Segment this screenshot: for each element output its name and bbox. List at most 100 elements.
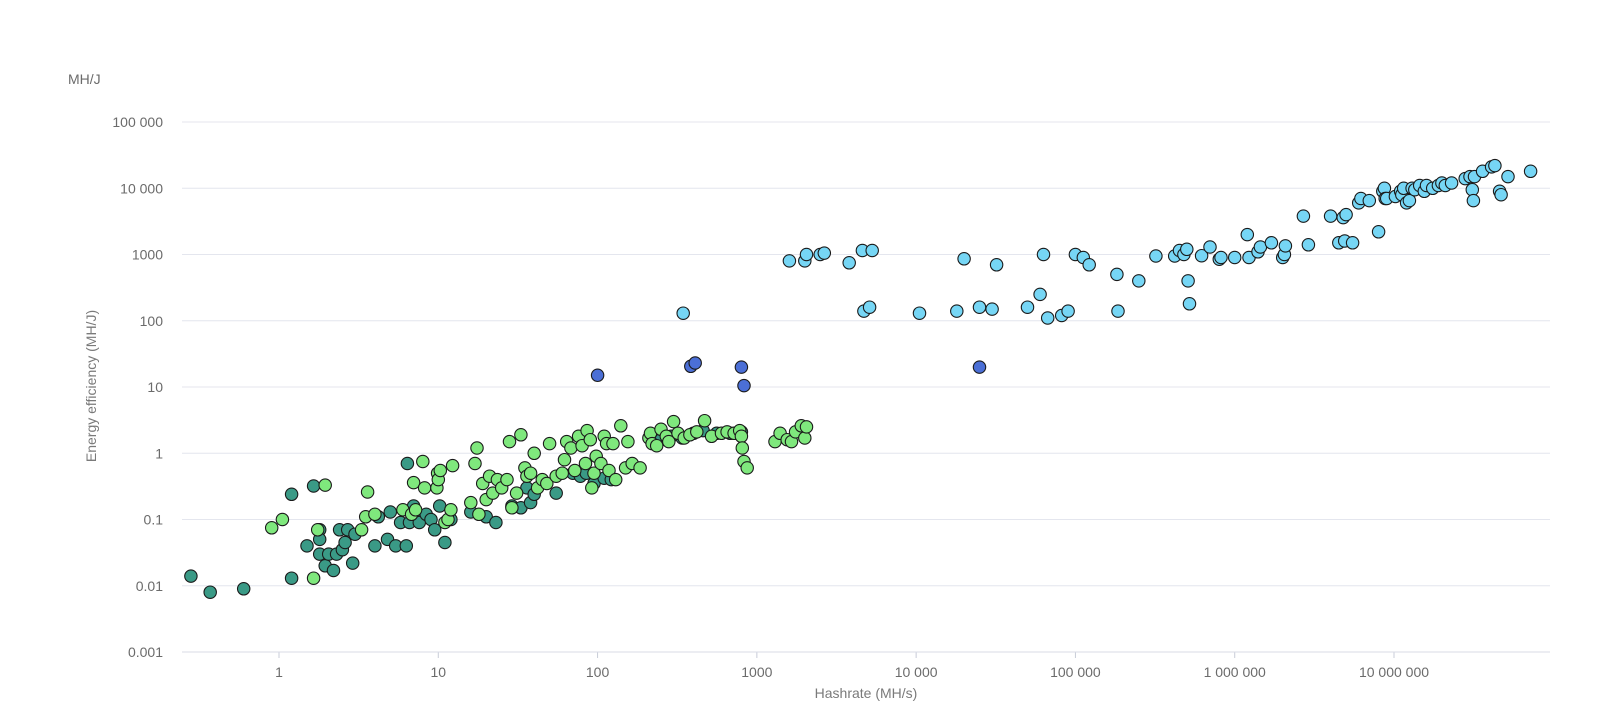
data-point (1181, 274, 1195, 288)
data-point (472, 507, 486, 522)
data-point (1371, 225, 1386, 239)
data-point (470, 441, 484, 455)
data-point (972, 300, 987, 314)
data-point (1323, 209, 1338, 223)
data-point (1082, 258, 1096, 272)
data-point (737, 378, 751, 393)
data-point (1278, 239, 1293, 253)
data-point (1020, 300, 1035, 314)
data-point (338, 535, 352, 550)
data-point (985, 302, 999, 316)
data-point (203, 585, 217, 599)
data-point (688, 356, 702, 370)
series-3 (676, 158, 1538, 325)
data-point (184, 569, 198, 583)
data-point (318, 478, 332, 492)
data-point (957, 252, 971, 266)
x-tick-label: 1000 (741, 664, 772, 680)
data-point (817, 246, 832, 260)
data-point (1111, 304, 1125, 318)
data-point (587, 466, 601, 480)
data-point (782, 254, 797, 268)
data-point (264, 521, 279, 535)
data-point (555, 466, 569, 480)
data-point (1345, 236, 1360, 250)
x-tick-label: 1 000 000 (1204, 664, 1266, 680)
data-point (433, 463, 448, 478)
data-point (445, 458, 460, 473)
data-point (284, 487, 299, 502)
data-point (300, 539, 314, 553)
data-point (1203, 240, 1217, 254)
data-point (427, 523, 442, 537)
data-point (734, 360, 749, 374)
data-point (284, 571, 299, 585)
series-2 (590, 356, 987, 393)
data-point (608, 472, 623, 487)
x-tick-label: 10 000 (895, 664, 938, 680)
data-points (184, 158, 1538, 599)
data-point (489, 515, 503, 530)
y-tick-label: 1 (155, 445, 163, 461)
data-point (399, 539, 414, 553)
data-point (735, 441, 750, 455)
data-point (500, 472, 514, 487)
data-point (1301, 238, 1316, 252)
data-point (509, 486, 524, 500)
data-point (326, 563, 341, 578)
data-point (799, 247, 814, 262)
data-point (799, 420, 814, 434)
data-point (383, 505, 398, 519)
data-point (1033, 287, 1047, 302)
data-point (697, 413, 712, 428)
y-axis-ticks: 0.001 0.01 0.1 1 10 100 1000 10 000 100 000 (112, 114, 163, 660)
data-point (734, 429, 749, 444)
data-point (862, 300, 877, 314)
x-tick-label: 100 000 (1050, 664, 1101, 680)
data-point (275, 512, 290, 527)
data-point (527, 446, 541, 461)
data-point (590, 368, 605, 383)
data-point (621, 434, 635, 449)
data-point (505, 501, 519, 515)
data-point (408, 503, 423, 517)
data-point (568, 463, 582, 478)
y-axis-title: Energy efficiency (MH/J) (83, 310, 99, 462)
data-point (416, 454, 430, 469)
y-tick-label: 10 000 (120, 180, 163, 196)
data-point (236, 582, 251, 596)
data-point (1501, 169, 1515, 184)
data-point (1149, 249, 1163, 263)
data-point (306, 479, 321, 493)
data-point (1182, 297, 1197, 311)
data-point (564, 441, 578, 455)
data-point (606, 436, 620, 451)
data-point (578, 456, 593, 471)
data-point (406, 475, 421, 490)
data-point (360, 485, 375, 499)
data-point (400, 456, 415, 471)
data-point (1036, 247, 1051, 262)
data-point (502, 434, 517, 449)
y-tick-label: 0.1 (144, 512, 164, 528)
x-tick-label: 10 000 000 (1359, 664, 1429, 680)
data-point (542, 436, 557, 451)
data-point (602, 463, 616, 478)
data-point (950, 304, 964, 318)
data-point (354, 523, 369, 537)
data-point (368, 507, 382, 522)
data-point (1523, 164, 1538, 179)
data-point (1180, 242, 1194, 257)
data-point (464, 495, 478, 510)
y-unit-label: MH/J (68, 71, 101, 87)
y-tick-label: 0.01 (136, 578, 163, 594)
data-point (1488, 158, 1502, 173)
data-point (583, 432, 598, 447)
x-tick-label: 10 (430, 664, 446, 680)
data-point (523, 466, 538, 480)
data-point (1494, 187, 1508, 202)
data-point (438, 535, 452, 550)
data-point (1194, 248, 1209, 263)
data-point (417, 481, 432, 495)
